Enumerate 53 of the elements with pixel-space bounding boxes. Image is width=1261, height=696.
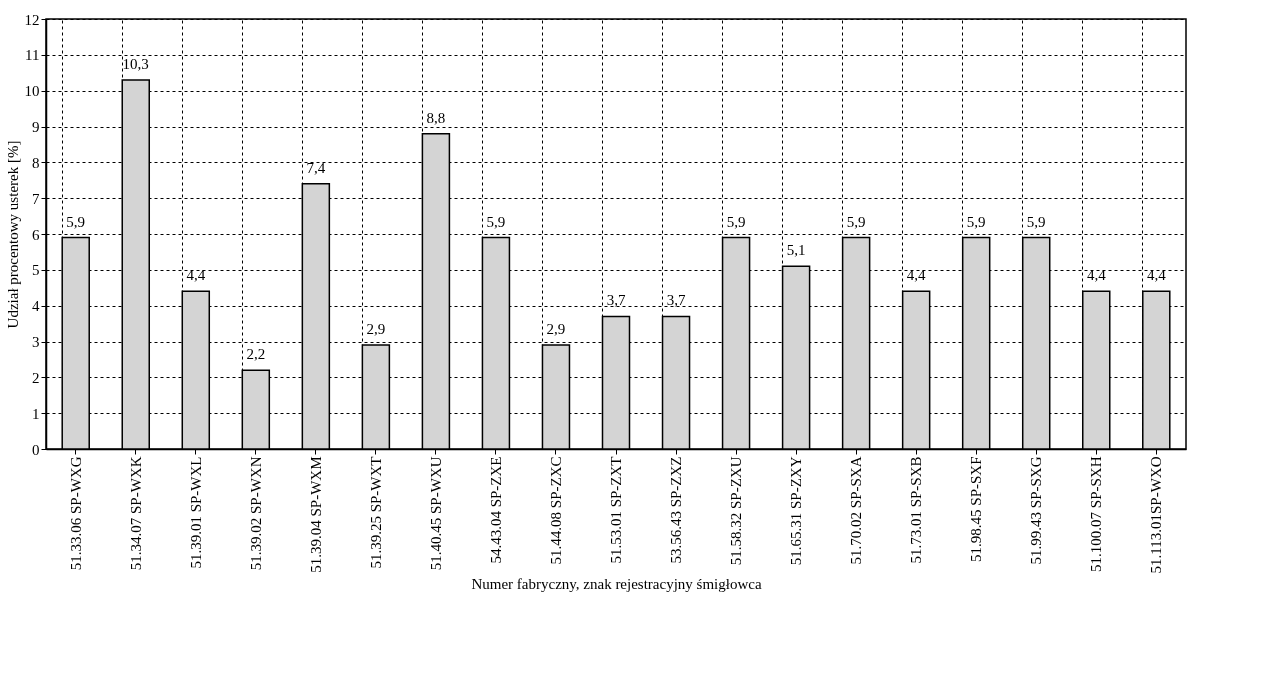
y-tick-label: 7 — [32, 190, 40, 207]
x-tick-label: 51.39.01 SP-WXL — [187, 456, 204, 569]
x-tick-label: 53.56.43 SP-ZXZ — [668, 456, 685, 564]
data-label: 3,7 — [666, 292, 686, 309]
data-label: 4,4 — [1146, 267, 1167, 284]
y-tick-label: 0 — [32, 441, 40, 458]
x-tick-label: 51.65.31 SP-ZXY — [788, 456, 805, 566]
data-label: 4,4 — [186, 267, 206, 284]
data-label: 5,9 — [1026, 213, 1046, 230]
data-label: 5,9 — [846, 213, 866, 230]
x-axis-title: Numer fabryczny, znak rejestracyjny śmigłowca — [471, 576, 762, 593]
x-tick-label: 51.34.07 SP-WXK — [127, 456, 144, 571]
x-tick-label: 51.58.32 SP-ZXU — [728, 456, 745, 566]
y-tick-label: 3 — [32, 334, 40, 350]
x-tick-label: 51.113.01SP-WXO — [1148, 456, 1165, 574]
y-tick-label: 1 — [32, 405, 40, 422]
x-tick-label: 51.99.43 SP-SXG — [1028, 456, 1045, 565]
x-tick-label: 51.39.25 SP-WXT — [367, 456, 384, 569]
x-tick-label: 51.44.08 SP-ZXC — [547, 456, 564, 565]
y-tick-label: 2 — [32, 369, 40, 386]
data-label: 5,9 — [966, 213, 986, 230]
x-tick-label: 51.39.02 SP-WXN — [247, 456, 264, 571]
data-label: 5,9 — [486, 213, 506, 230]
y-tick-label: 12 — [24, 11, 40, 28]
data-label: 3,7 — [606, 292, 626, 309]
x-tick-label: 51.39.04 SP-WXM — [307, 456, 324, 573]
data-label: 4,4 — [1086, 267, 1107, 284]
x-tick-label: 51.53.01 SP-ZXT — [608, 456, 624, 564]
x-tick-label: 51.40.45 SP-WXU — [427, 456, 444, 571]
x-tick-label: 51.73.01 SP-SXB — [908, 456, 925, 564]
x-tick-label: 51.33.06 SP-WXG — [67, 456, 84, 571]
y-axis-title: Udział procentowy usterek [%] — [4, 140, 21, 329]
y-tick-label: 11 — [25, 47, 40, 64]
data-label: 2,9 — [546, 321, 566, 338]
x-tick-label: 54.43.04 SP-ZXE — [487, 456, 504, 564]
y-tick-label: 4 — [32, 298, 40, 315]
data-label: 8,8 — [426, 109, 446, 126]
y-tick-label: 6 — [32, 226, 40, 243]
x-tick-label: 51.100.07 SP-SXH — [1088, 456, 1105, 572]
data-label: 5,9 — [66, 213, 86, 230]
data-label: 5,1 — [786, 242, 806, 259]
data-label: 2,9 — [366, 321, 386, 338]
data-label: 10,3 — [122, 55, 149, 72]
data-label: 2,2 — [246, 346, 266, 363]
y-tick-label: 5 — [32, 262, 40, 279]
data-label: 5,9 — [726, 213, 746, 230]
y-tick-label: 9 — [32, 119, 40, 135]
x-tick-label: 51.98.45 SP-SXF — [968, 456, 985, 562]
y-tick-label: 10 — [24, 83, 40, 100]
x-tick-label: 51.70.02 SP-SXA — [848, 456, 865, 565]
data-label: 4,4 — [906, 267, 927, 284]
data-label: 7,4 — [306, 159, 326, 176]
y-tick-label: 8 — [32, 154, 40, 171]
